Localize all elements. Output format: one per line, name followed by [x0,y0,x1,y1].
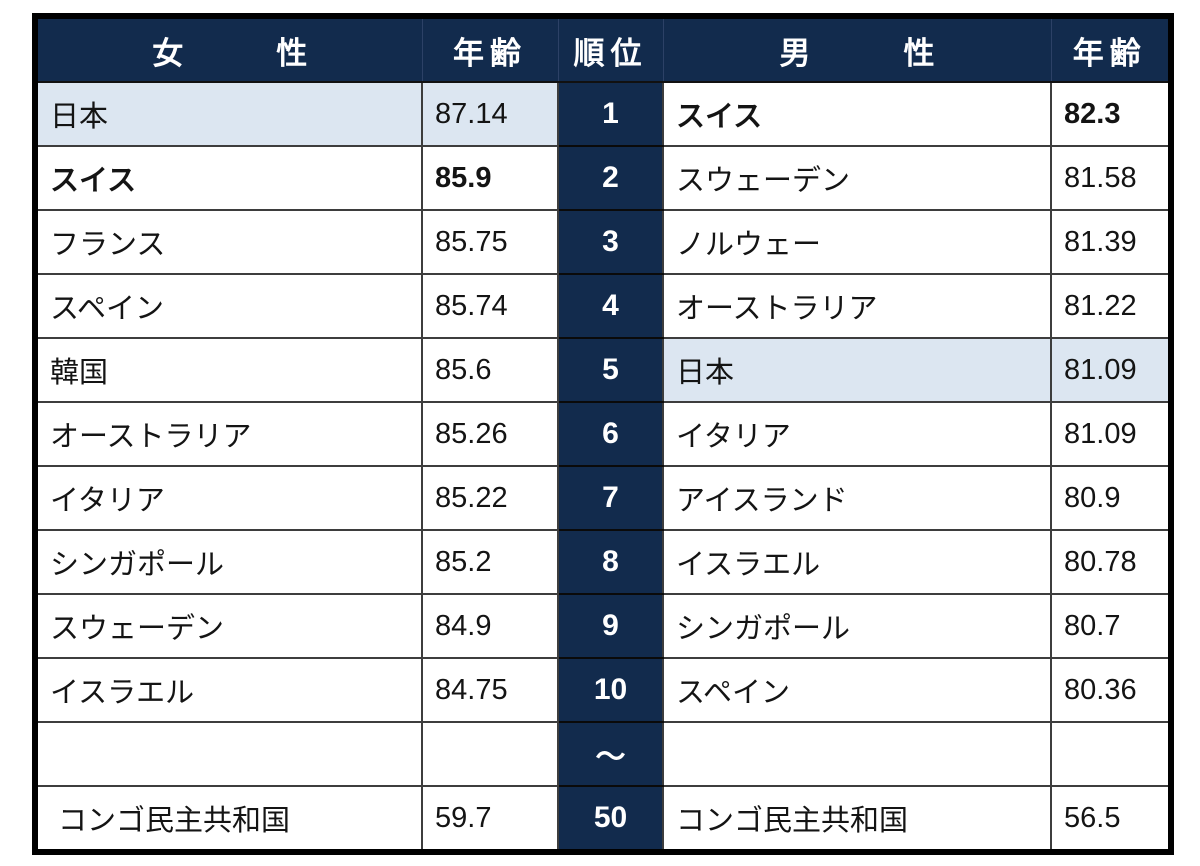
table-row: 韓国 85.6 5 日本 81.09 [34,337,1172,403]
male-age-cell: 80.78 [1050,529,1172,595]
table-row: フランス 85.75 3 ノルウェー 81.39 [34,209,1172,275]
female-country-cell: 韓国 [34,337,423,403]
male-country-cell: スウェーデン [662,145,1052,211]
header-rank: 順位 [557,15,664,83]
female-age-cell: 87.14 [421,81,559,147]
male-age-cell: 81.58 [1050,145,1172,211]
female-age-cell: 85.26 [421,401,559,467]
male-country-cell: コンゴ民主共和国 [662,785,1052,853]
female-country-cell: イスラエル [34,657,423,723]
female-country-cell: スペイン [34,273,423,339]
female-age-cell: 85.22 [421,465,559,531]
rank-cell: 2 [557,145,664,211]
female-country-cell: スイス [34,145,423,211]
male-age-cell: 56.5 [1050,785,1172,853]
rank-cell: 9 [557,593,664,659]
male-country-cell: イタリア [662,401,1052,467]
female-age-cell: 85.6 [421,337,559,403]
rank-cell: 6 [557,401,664,467]
rank-cell: ～ [557,721,664,787]
table-row: スイス 85.9 2 スウェーデン 81.58 [34,145,1172,211]
female-age-cell: 85.74 [421,273,559,339]
male-country-cell: ノルウェー [662,209,1052,275]
table-row: シンガポール 85.2 8 イスラエル 80.78 [34,529,1172,595]
header-female-age: 年齢 [421,15,559,83]
female-age-cell: 59.7 [421,785,559,853]
female-country-cell: オーストラリア [34,401,423,467]
female-country-cell: コンゴ民主共和国 [34,785,423,853]
female-age-cell: 84.9 [421,593,559,659]
table-row: ～ [34,721,1172,787]
female-country-cell [34,721,423,787]
table-row: イタリア 85.22 7 アイスランド 80.9 [34,465,1172,531]
male-age-cell: 80.36 [1050,657,1172,723]
rank-cell: 4 [557,273,664,339]
table-body: 日本 87.14 1 スイス 82.3 スイス 85.9 2 スウェーデン 81… [34,81,1172,853]
rank-cell: 7 [557,465,664,531]
male-age-cell [1050,721,1172,787]
rank-cell: 1 [557,81,664,147]
header-male: 男 性 [662,15,1052,83]
rank-cell: 50 [557,785,664,853]
male-country-cell: イスラエル [662,529,1052,595]
header-male-age: 年齢 [1050,15,1172,83]
female-age-cell: 84.75 [421,657,559,723]
table-row: 日本 87.14 1 スイス 82.3 [34,81,1172,147]
male-country-cell: シンガポール [662,593,1052,659]
female-country-cell: シンガポール [34,529,423,595]
male-country-cell: 日本 [662,337,1052,403]
male-age-cell: 81.09 [1050,401,1172,467]
female-age-cell: 85.75 [421,209,559,275]
life-expectancy-ranking-table: 女 性 年齢 順位 男 性 年齢 日本 87.14 1 スイス 82.3 スイス… [32,13,1174,855]
rank-cell: 10 [557,657,664,723]
table-row: オーストラリア 85.26 6 イタリア 81.09 [34,401,1172,467]
table-row: イスラエル 84.75 10 スペイン 80.36 [34,657,1172,723]
male-age-cell: 82.3 [1050,81,1172,147]
table-row: スペイン 85.74 4 オーストラリア 81.22 [34,273,1172,339]
male-country-cell: アイスランド [662,465,1052,531]
table-row: コンゴ民主共和国 59.7 50 コンゴ民主共和国 56.5 [34,785,1172,853]
female-country-cell: イタリア [34,465,423,531]
female-country-cell: 日本 [34,81,423,147]
female-country-cell: フランス [34,209,423,275]
female-age-cell: 85.9 [421,145,559,211]
male-age-cell: 80.7 [1050,593,1172,659]
male-country-cell: スイス [662,81,1052,147]
female-country-cell: スウェーデン [34,593,423,659]
male-age-cell: 80.9 [1050,465,1172,531]
table-row: スウェーデン 84.9 9 シンガポール 80.7 [34,593,1172,659]
male-age-cell: 81.22 [1050,273,1172,339]
male-country-cell: スペイン [662,657,1052,723]
table-header-row: 女 性 年齢 順位 男 性 年齢 [34,15,1172,83]
rank-cell: 3 [557,209,664,275]
female-age-cell: 85.2 [421,529,559,595]
rank-cell: 5 [557,337,664,403]
female-age-cell [421,721,559,787]
male-age-cell: 81.39 [1050,209,1172,275]
male-country-cell: オーストラリア [662,273,1052,339]
male-age-cell: 81.09 [1050,337,1172,403]
male-country-cell [662,721,1052,787]
header-female: 女 性 [34,15,423,83]
rank-cell: 8 [557,529,664,595]
